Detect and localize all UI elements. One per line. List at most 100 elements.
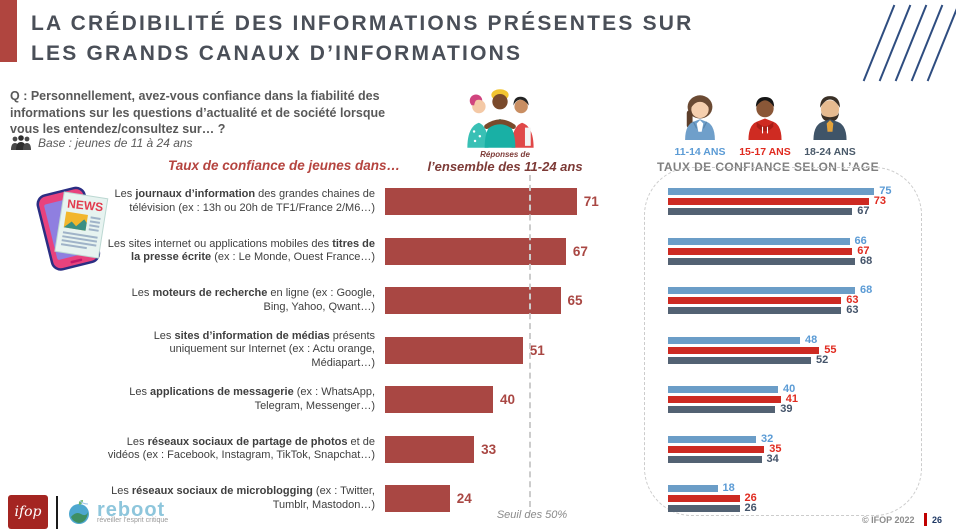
chart-row: Les réseaux sociaux de partage de photos… xyxy=(105,425,650,475)
logos: ifop reboot réveiller l’esprit critique xyxy=(8,495,168,529)
confidence-bar xyxy=(385,435,475,463)
base-text: Base : jeunes de 11 à 24 ans xyxy=(38,135,193,150)
avatar-15-17: 15-17 ANS xyxy=(733,92,797,158)
age-bar xyxy=(668,297,842,305)
confidence-value: 40 xyxy=(500,392,516,408)
age-bar-value: 73 xyxy=(873,195,886,208)
title-accent-bar xyxy=(0,0,17,62)
age-bar-group: 66 67 68 xyxy=(668,227,918,277)
age-bar-value: 66 xyxy=(854,234,867,247)
bar-wrap: 71 xyxy=(385,188,599,216)
age-bar-line: 67 xyxy=(668,244,918,257)
bar-wrap: 33 xyxy=(385,435,497,463)
age-bar-value: 63 xyxy=(846,294,859,307)
age-bar-value: 67 xyxy=(857,244,870,257)
age-bar-line: 52 xyxy=(668,353,918,366)
category-label: Les réseaux sociaux de partage de photos… xyxy=(107,435,375,462)
age-bar-value: 26 xyxy=(744,492,757,505)
chart-row: Les sites internet ou applications mobil… xyxy=(105,227,650,277)
category-label: Les réseaux sociaux de microblogging (ex… xyxy=(111,485,375,511)
age-bar-line: 40 xyxy=(668,383,918,396)
age-bar-group: 48 55 52 xyxy=(668,326,918,376)
chart-row: Les journaux d’information des grandes c… xyxy=(105,177,650,227)
age-bar-group: 40 41 39 xyxy=(668,375,918,425)
age-bar-line: 63 xyxy=(668,305,918,316)
three-friends-icon xyxy=(467,89,534,148)
category-label: Les sites d’information de médias présen… xyxy=(153,329,375,370)
age-bar-value: 40 xyxy=(783,383,796,396)
category-label: Les sites internet ou applications mobil… xyxy=(107,237,375,264)
age-bar xyxy=(668,495,740,503)
confidence-bar xyxy=(385,386,493,414)
age-bar-value: 35 xyxy=(769,442,782,455)
svg-text:NEWS: NEWS xyxy=(67,197,104,215)
age-bar-value: 41 xyxy=(785,393,798,406)
age-bar-line: 39 xyxy=(668,404,918,415)
age-bar-line: 48 xyxy=(668,333,918,346)
age-bar-line: 18 xyxy=(668,482,918,495)
footer-divider xyxy=(924,513,927,526)
age-bar-value: 18 xyxy=(722,482,735,495)
age-bar xyxy=(668,237,850,245)
reboot-logo: reboot réveiller l’esprit critique xyxy=(66,499,168,526)
threshold-label: Seuil des 50% xyxy=(496,509,568,521)
girl-avatar-icon xyxy=(685,95,715,140)
age-bar-line: 67 xyxy=(668,206,918,217)
bar-wrap: 51 xyxy=(385,336,545,364)
reboot-tagline: réveiller l’esprit critique xyxy=(97,516,169,524)
age-bar xyxy=(668,198,869,206)
diagonal-lines-decoration xyxy=(862,4,956,82)
group-of-people-icon xyxy=(11,135,31,150)
man-avatar-icon xyxy=(813,96,847,140)
center-caption: l’ensemble des 11-24 ans xyxy=(427,159,583,174)
avatar-18-24: 18-24 ANS xyxy=(798,92,862,158)
bar-wrap: 67 xyxy=(385,237,588,265)
reboot-name: reboot xyxy=(97,498,166,521)
age-bar-line: 73 xyxy=(668,195,918,208)
age-bar-group: 18 26 26 xyxy=(668,474,918,524)
age-bar xyxy=(668,435,756,443)
base-row: Base : jeunes de 11 à 24 ans xyxy=(10,135,193,150)
age-bar-value: 68 xyxy=(860,284,873,297)
copyright: © IFOP 2022 xyxy=(862,515,915,525)
confidence-value: 71 xyxy=(583,194,599,210)
confidence-value: 33 xyxy=(481,441,497,457)
age-label-15-17: 15-17 ANS xyxy=(739,146,791,158)
boy-avatar-icon xyxy=(748,96,782,140)
confidence-bar xyxy=(385,336,523,364)
left-chart-heading: Taux de confiance de jeunes dans… xyxy=(168,158,401,173)
confidence-value: 24 xyxy=(456,491,472,507)
age-label-11-14: 11-14 ANS xyxy=(674,146,726,158)
confidence-bar xyxy=(385,287,561,315)
page-title: LA CRÉDIBILITÉ DES INFORMATIONS PRÉSENTE… xyxy=(31,9,871,69)
age-bar-value: 68 xyxy=(860,254,873,267)
age-bar xyxy=(668,356,811,364)
page-title-line-1: LA CRÉDIBILITÉ DES INFORMATIONS PRÉSENTE… xyxy=(31,12,694,35)
age-bar-line: 34 xyxy=(668,452,918,465)
age-bar-value: 52 xyxy=(816,353,829,366)
logo-divider xyxy=(56,495,58,529)
age-bar xyxy=(668,406,776,414)
age-bar xyxy=(668,396,781,404)
confidence-value: 67 xyxy=(572,243,588,259)
ifop-logo: ifop xyxy=(8,495,48,529)
chart-row: Les moteurs de recherche en ligne (ex : … xyxy=(105,276,650,326)
age-bar-line: 35 xyxy=(668,442,918,455)
page-number: 26 xyxy=(932,515,943,525)
age-bar-line: 63 xyxy=(668,294,918,307)
confidence-value: 65 xyxy=(567,293,583,309)
age-bar-value: 48 xyxy=(805,333,818,346)
age-bar-value: 75 xyxy=(879,185,892,198)
confidence-bar xyxy=(385,485,450,513)
age-bar-value: 34 xyxy=(766,452,779,465)
overall-bar-chart: Les journaux d’information des grandes c… xyxy=(105,177,650,524)
age-bar xyxy=(668,336,800,344)
reboot-globe-icon xyxy=(69,499,89,524)
age-bar xyxy=(668,188,875,196)
category-label: Les applications de messagerie (ex : Wha… xyxy=(129,386,375,412)
age-bar-line: 26 xyxy=(668,503,918,514)
age-bar-line: 66 xyxy=(668,234,918,247)
age-bar-line: 26 xyxy=(668,492,918,505)
category-label: Les moteurs de recherche en ligne (ex : … xyxy=(131,287,375,313)
